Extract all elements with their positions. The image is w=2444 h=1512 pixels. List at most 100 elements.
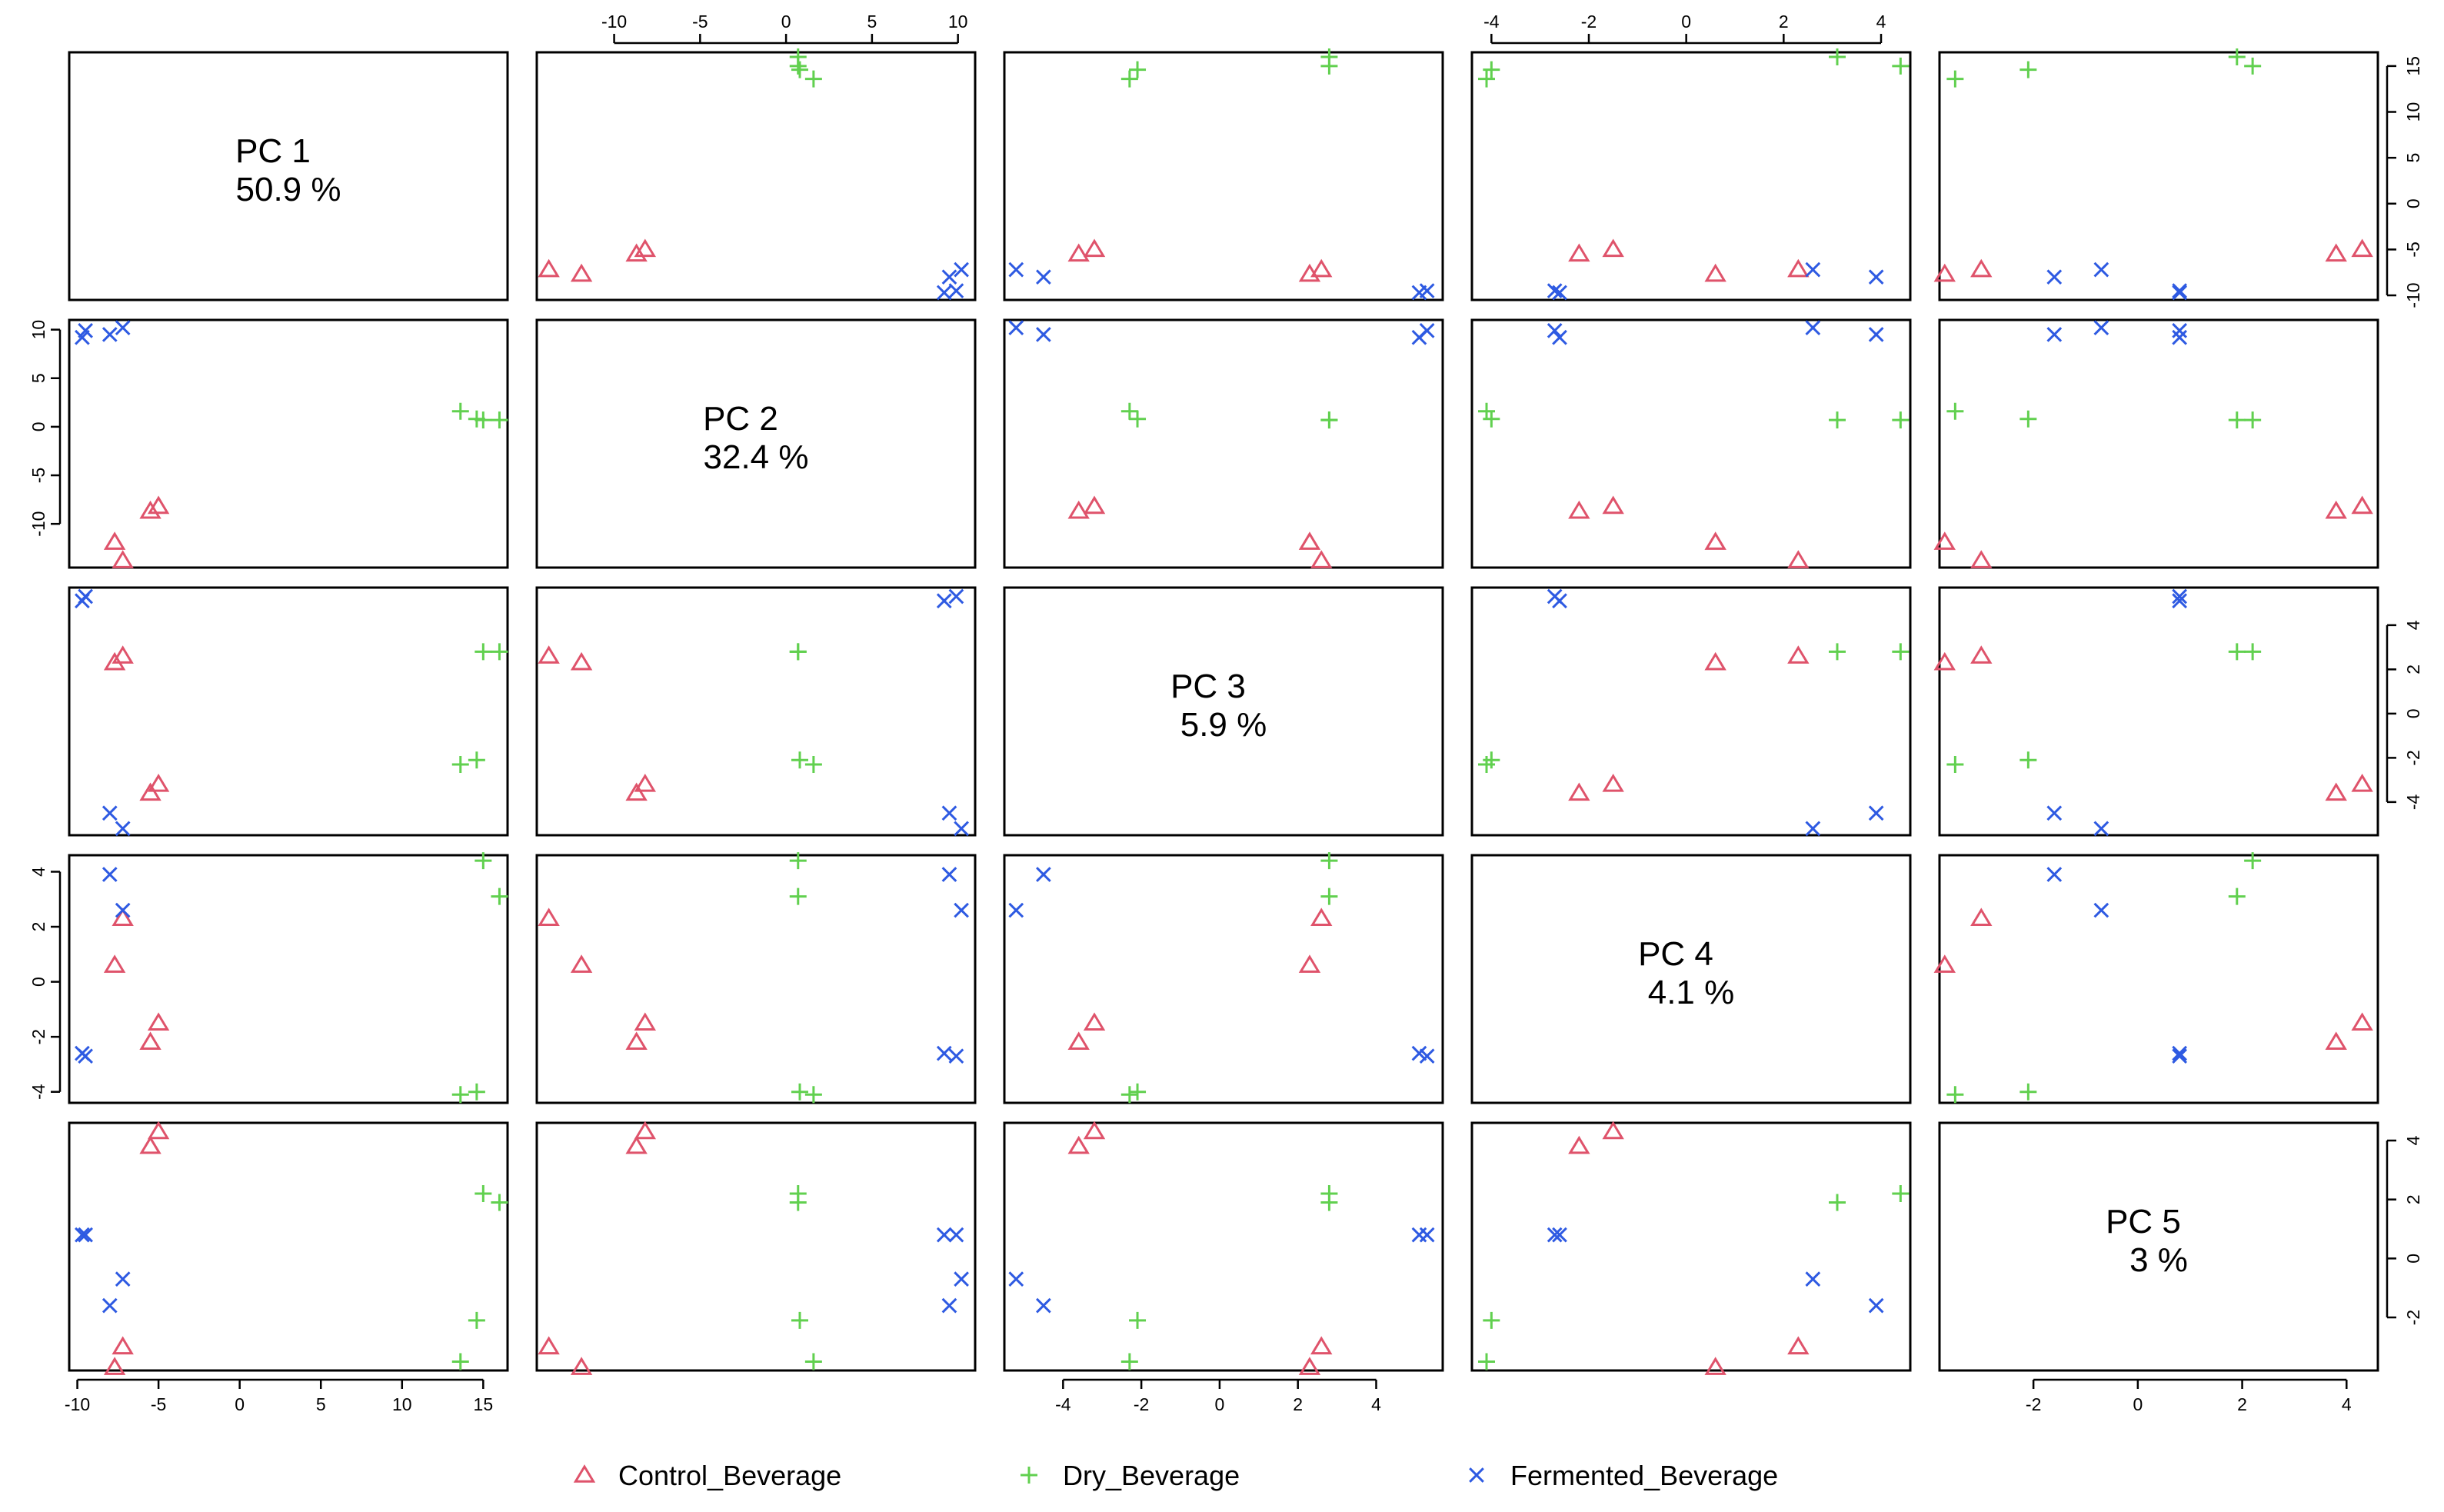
diagonal-variable-name: PC 1: [235, 132, 311, 170]
point-dry-beverage: [451, 1086, 469, 1104]
point-dry-beverage: [2019, 1083, 2037, 1101]
point-control-beverage: [1602, 238, 1624, 258]
tick-label: -2: [2026, 1394, 2041, 1414]
point-control-beverage: [1067, 1031, 1090, 1051]
point-dry-beverage: [1320, 1194, 1338, 1211]
point-dry-beverage: [1478, 1353, 1495, 1370]
point-control-beverage: [538, 645, 560, 664]
point-fermented-beverage: [1552, 285, 1567, 301]
point-fermented-beverage: [1868, 1297, 1884, 1314]
point-dry-beverage: [1120, 1086, 1138, 1104]
point-control-beverage: [1933, 263, 1956, 282]
point-fermented-beverage: [1868, 269, 1884, 285]
panel-1-4: [1470, 48, 1912, 301]
point-control-beverage: [112, 908, 134, 927]
panel-frame: [1003, 318, 1444, 569]
point-dry-beverage: [1478, 402, 1495, 420]
tick-label: 4: [1876, 12, 1886, 32]
panel-1-3: [1003, 48, 1444, 301]
point-control-beverage: [139, 1135, 161, 1154]
panel-frame: [68, 854, 509, 1104]
point-fermented-beverage: [1419, 1227, 1435, 1243]
legend-item-fermented-beverage: Fermented_Beverage: [1469, 1460, 1778, 1491]
point-control-beverage: [570, 651, 593, 671]
point-fermented-beverage: [936, 593, 952, 609]
point-control-beverage: [112, 550, 134, 568]
right-axis-pc1: -10 -5 0 5 10 15: [2386, 56, 2423, 308]
point-control-beverage: [570, 954, 593, 973]
panel-frame: [1470, 318, 1912, 569]
point-dry-beverage: [789, 1194, 807, 1211]
panel-2-2: PC 232.4 %: [535, 318, 977, 569]
point-dry-beverage: [491, 643, 508, 661]
tick-label: 10: [392, 1394, 412, 1414]
point-fermented-beverage: [2172, 285, 2188, 301]
point-fermented-beverage: [954, 902, 969, 918]
point-dry-beverage: [2019, 61, 2037, 78]
legend-label: Fermented_Beverage: [1510, 1460, 1778, 1491]
point-control-beverage: [112, 1336, 134, 1355]
tick-label: 2: [2237, 1394, 2247, 1414]
point-control-beverage: [1067, 243, 1090, 262]
point-fermented-beverage: [78, 1048, 93, 1064]
point-fermented-beverage: [102, 867, 118, 882]
point-control-beverage: [1970, 258, 1993, 278]
point-fermented-beverage: [78, 1227, 93, 1243]
point-control-beverage: [1067, 1135, 1090, 1154]
panel-5-3: [1003, 1121, 1444, 1375]
tick-label: 0: [1215, 1394, 1225, 1414]
point-control-beverage: [1568, 243, 1590, 262]
point-dry-beverage: [1129, 61, 1147, 78]
point-fermented-beverage: [2046, 327, 2063, 342]
legend-item-dry-beverage: Dry_Beverage: [1021, 1460, 1240, 1491]
point-fermented-beverage: [2172, 1045, 2188, 1061]
point-dry-beverage: [474, 643, 492, 661]
point-fermented-beverage: [1008, 902, 1024, 918]
tick-label: 4: [2403, 620, 2423, 630]
point-control-beverage: [1083, 238, 1106, 258]
panel-frame: [1938, 51, 2379, 301]
point-dry-beverage: [1946, 402, 1964, 420]
tick-label: 4: [2403, 1135, 2423, 1145]
panel-grid: PC 150.9 %PC 232.4 %PC 35.9 %PC 44.1 %PC…: [28, 12, 2423, 1414]
point-control-beverage: [139, 782, 161, 801]
left-axis-pc4: -4 -2 0 2 4: [28, 867, 62, 1100]
point-control-beverage: [139, 500, 161, 519]
diagonal-variance-label: 4.1 %: [1648, 974, 1735, 1011]
panel-frame: [535, 586, 977, 837]
point-fermented-beverage: [2172, 329, 2188, 345]
point-dry-beverage: [1892, 57, 1910, 75]
point-fermented-beverage: [948, 1227, 964, 1243]
point-dry-beverage: [1946, 1086, 1964, 1104]
point-control-beverage: [147, 1121, 170, 1140]
point-control-beverage: [1568, 1135, 1590, 1154]
point-dry-beverage: [791, 1083, 808, 1101]
point-control-beverage: [112, 645, 134, 664]
panel-frame: [535, 51, 977, 301]
point-dry-beverage: [1120, 1353, 1138, 1370]
panel-2-1: [68, 318, 509, 569]
tick-label: 0: [28, 422, 48, 432]
point-dry-beverage: [804, 1086, 822, 1104]
point-dry-beverage: [1129, 1311, 1147, 1329]
point-control-beverage: [634, 773, 657, 792]
point-control-beverage: [2325, 782, 2347, 801]
point-control-beverage: [1602, 1121, 1624, 1140]
point-control-beverage: [1310, 908, 1333, 927]
point-fermented-beverage: [941, 867, 957, 882]
point-fermented-beverage: [102, 1297, 118, 1314]
point-control-beverage: [1298, 1357, 1321, 1375]
panel-4-5: [1933, 852, 2379, 1104]
point-dry-beverage: [1478, 756, 1495, 773]
panel-3-5: [1933, 586, 2379, 837]
point-control-beverage: [2325, 1031, 2347, 1051]
point-control-beverage: [1787, 258, 1810, 278]
tick-label: -10: [2403, 282, 2423, 308]
diagonal-variance-label: 50.9 %: [236, 171, 341, 208]
panel-5-5: PC 53 %: [1938, 1121, 2379, 1372]
point-fermented-beverage: [1868, 327, 1884, 342]
point-dry-beverage: [474, 1185, 492, 1202]
point-dry-beverage: [1129, 1083, 1147, 1101]
bottom-axis-pc3: -4 -2 0 2 4: [1055, 1378, 1381, 1414]
